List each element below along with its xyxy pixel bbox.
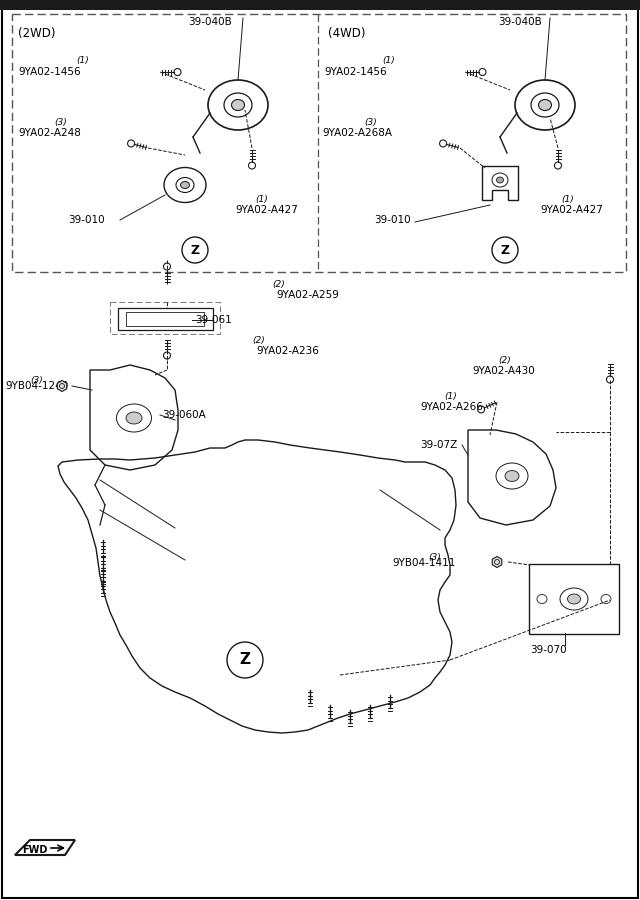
Text: 39-060A: 39-060A [162,410,205,420]
Ellipse shape [180,182,189,188]
FancyBboxPatch shape [0,0,640,10]
Circle shape [182,237,208,263]
Text: (3): (3) [364,118,377,127]
Text: FWD: FWD [22,845,47,855]
Text: 39-040B: 39-040B [498,17,542,27]
Text: 39-010: 39-010 [68,215,104,225]
Text: 9YA02-1456: 9YA02-1456 [324,67,387,77]
Polygon shape [57,381,67,392]
Text: 9YA02-A430: 9YA02-A430 [472,366,535,376]
Text: (3): (3) [428,553,441,562]
Circle shape [492,237,518,263]
Text: 39-010: 39-010 [374,215,411,225]
Ellipse shape [497,177,504,183]
Text: Z: Z [239,652,250,668]
Text: (3): (3) [54,118,67,127]
Text: 9YB04-1240: 9YB04-1240 [5,381,68,391]
Text: 9YA02-A236: 9YA02-A236 [256,346,319,356]
Text: 9YB04-1411: 9YB04-1411 [392,558,456,568]
Text: 9YA02-A248: 9YA02-A248 [18,128,81,138]
Circle shape [227,642,263,678]
Polygon shape [492,556,502,568]
Text: (2): (2) [498,356,511,365]
Text: 39-070: 39-070 [530,645,566,655]
Text: Z: Z [500,244,509,256]
Text: 9YA02-A259: 9YA02-A259 [276,290,339,300]
Ellipse shape [126,412,142,424]
Ellipse shape [232,100,244,111]
Text: (1): (1) [76,56,89,65]
Text: 39-061: 39-061 [195,315,232,325]
Text: (2WD): (2WD) [18,27,56,40]
Text: (4WD): (4WD) [328,27,365,40]
Text: (1): (1) [444,392,457,401]
Text: (3): (3) [30,376,43,385]
Text: 9YA02-A427: 9YA02-A427 [235,205,298,215]
Ellipse shape [568,594,580,604]
Polygon shape [15,840,75,855]
Text: 9YA02-1456: 9YA02-1456 [18,67,81,77]
Text: 39-07Z: 39-07Z [420,440,457,450]
Text: Z: Z [191,244,200,256]
Text: 9YA02-A427: 9YA02-A427 [540,205,603,215]
Text: 9YA02-A266: 9YA02-A266 [420,402,483,412]
Text: (1): (1) [561,195,573,204]
Text: (1): (1) [382,56,395,65]
Ellipse shape [538,100,552,111]
Ellipse shape [505,471,519,482]
Text: (1): (1) [255,195,268,204]
Text: 9YA02-A268A: 9YA02-A268A [322,128,392,138]
Text: (2): (2) [272,280,285,289]
Text: (2): (2) [252,336,265,345]
Text: 39-040B: 39-040B [188,17,232,27]
